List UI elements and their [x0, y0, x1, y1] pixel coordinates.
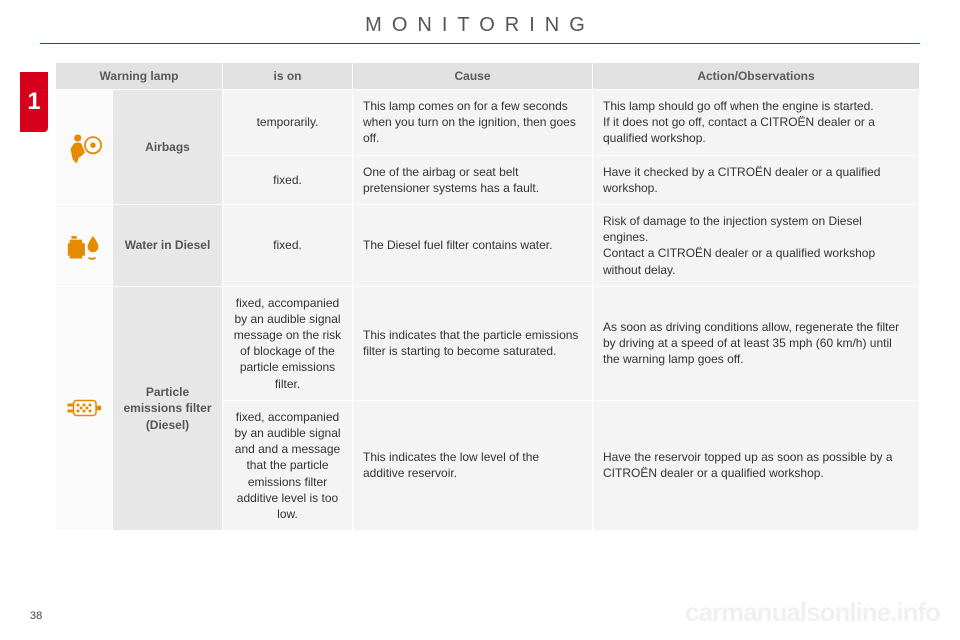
header-warning-lamp: Warning lamp [56, 63, 223, 90]
icon-cell-water-diesel [56, 204, 113, 286]
action-cell: Have the reservoir topped up as soon as … [593, 400, 920, 530]
lamp-name-water-diesel: Water in Diesel [113, 204, 223, 286]
table-row: Particle emissions filter (Diesel) fixed… [56, 286, 920, 400]
ison-cell: fixed. [223, 155, 353, 204]
page-number: 38 [30, 610, 42, 622]
table-row: Water in Diesel fixed. The Diesel fuel f… [56, 204, 920, 286]
action-cell: This lamp should go off when the engine … [593, 90, 920, 156]
cause-cell: This lamp comes on for a few seconds whe… [353, 90, 593, 156]
lamp-name-particle-filter: Particle emissions filter (Diesel) [113, 286, 223, 530]
cause-cell: This indicates the low level of the addi… [353, 400, 593, 530]
cause-cell: The Diesel fuel filter contains water. [353, 204, 593, 286]
page-heading: MONITORING [0, 0, 960, 37]
action-cell: As soon as driving conditions allow, reg… [593, 286, 920, 400]
table-header-row: Warning lamp is on Cause Action/Observat… [56, 63, 920, 90]
particle-filter-icon [66, 390, 102, 426]
ison-cell: fixed, accompanied by an audible signal … [223, 400, 353, 530]
water-diesel-icon [66, 227, 102, 263]
section-tab: 1 [20, 72, 48, 132]
action-cell: Risk of damage to the injection system o… [593, 204, 920, 286]
ison-cell: fixed. [223, 204, 353, 286]
table-row: Airbags temporarily. This lamp comes on … [56, 90, 920, 156]
header-is-on: is on [223, 63, 353, 90]
header-cause: Cause [353, 63, 593, 90]
action-cell: Have it checked by a CITROËN dealer or a… [593, 155, 920, 204]
cause-cell: One of the airbag or seat belt pretensio… [353, 155, 593, 204]
cause-cell: This indicates that the particle emissio… [353, 286, 593, 400]
warning-table-wrap: Warning lamp is on Cause Action/Observat… [55, 62, 920, 531]
watermark: carmanualsonline.info [685, 597, 940, 628]
ison-cell: fixed, accompanied by an audible signal … [223, 286, 353, 400]
icon-cell-particle-filter [56, 286, 113, 530]
lamp-name-airbags: Airbags [113, 90, 223, 205]
icon-cell-airbag [56, 90, 113, 205]
ison-cell: temporarily. [223, 90, 353, 156]
airbag-icon [66, 129, 102, 165]
heading-rule [40, 43, 920, 44]
warning-table: Warning lamp is on Cause Action/Observat… [55, 62, 920, 531]
header-action: Action/Observations [593, 63, 920, 90]
